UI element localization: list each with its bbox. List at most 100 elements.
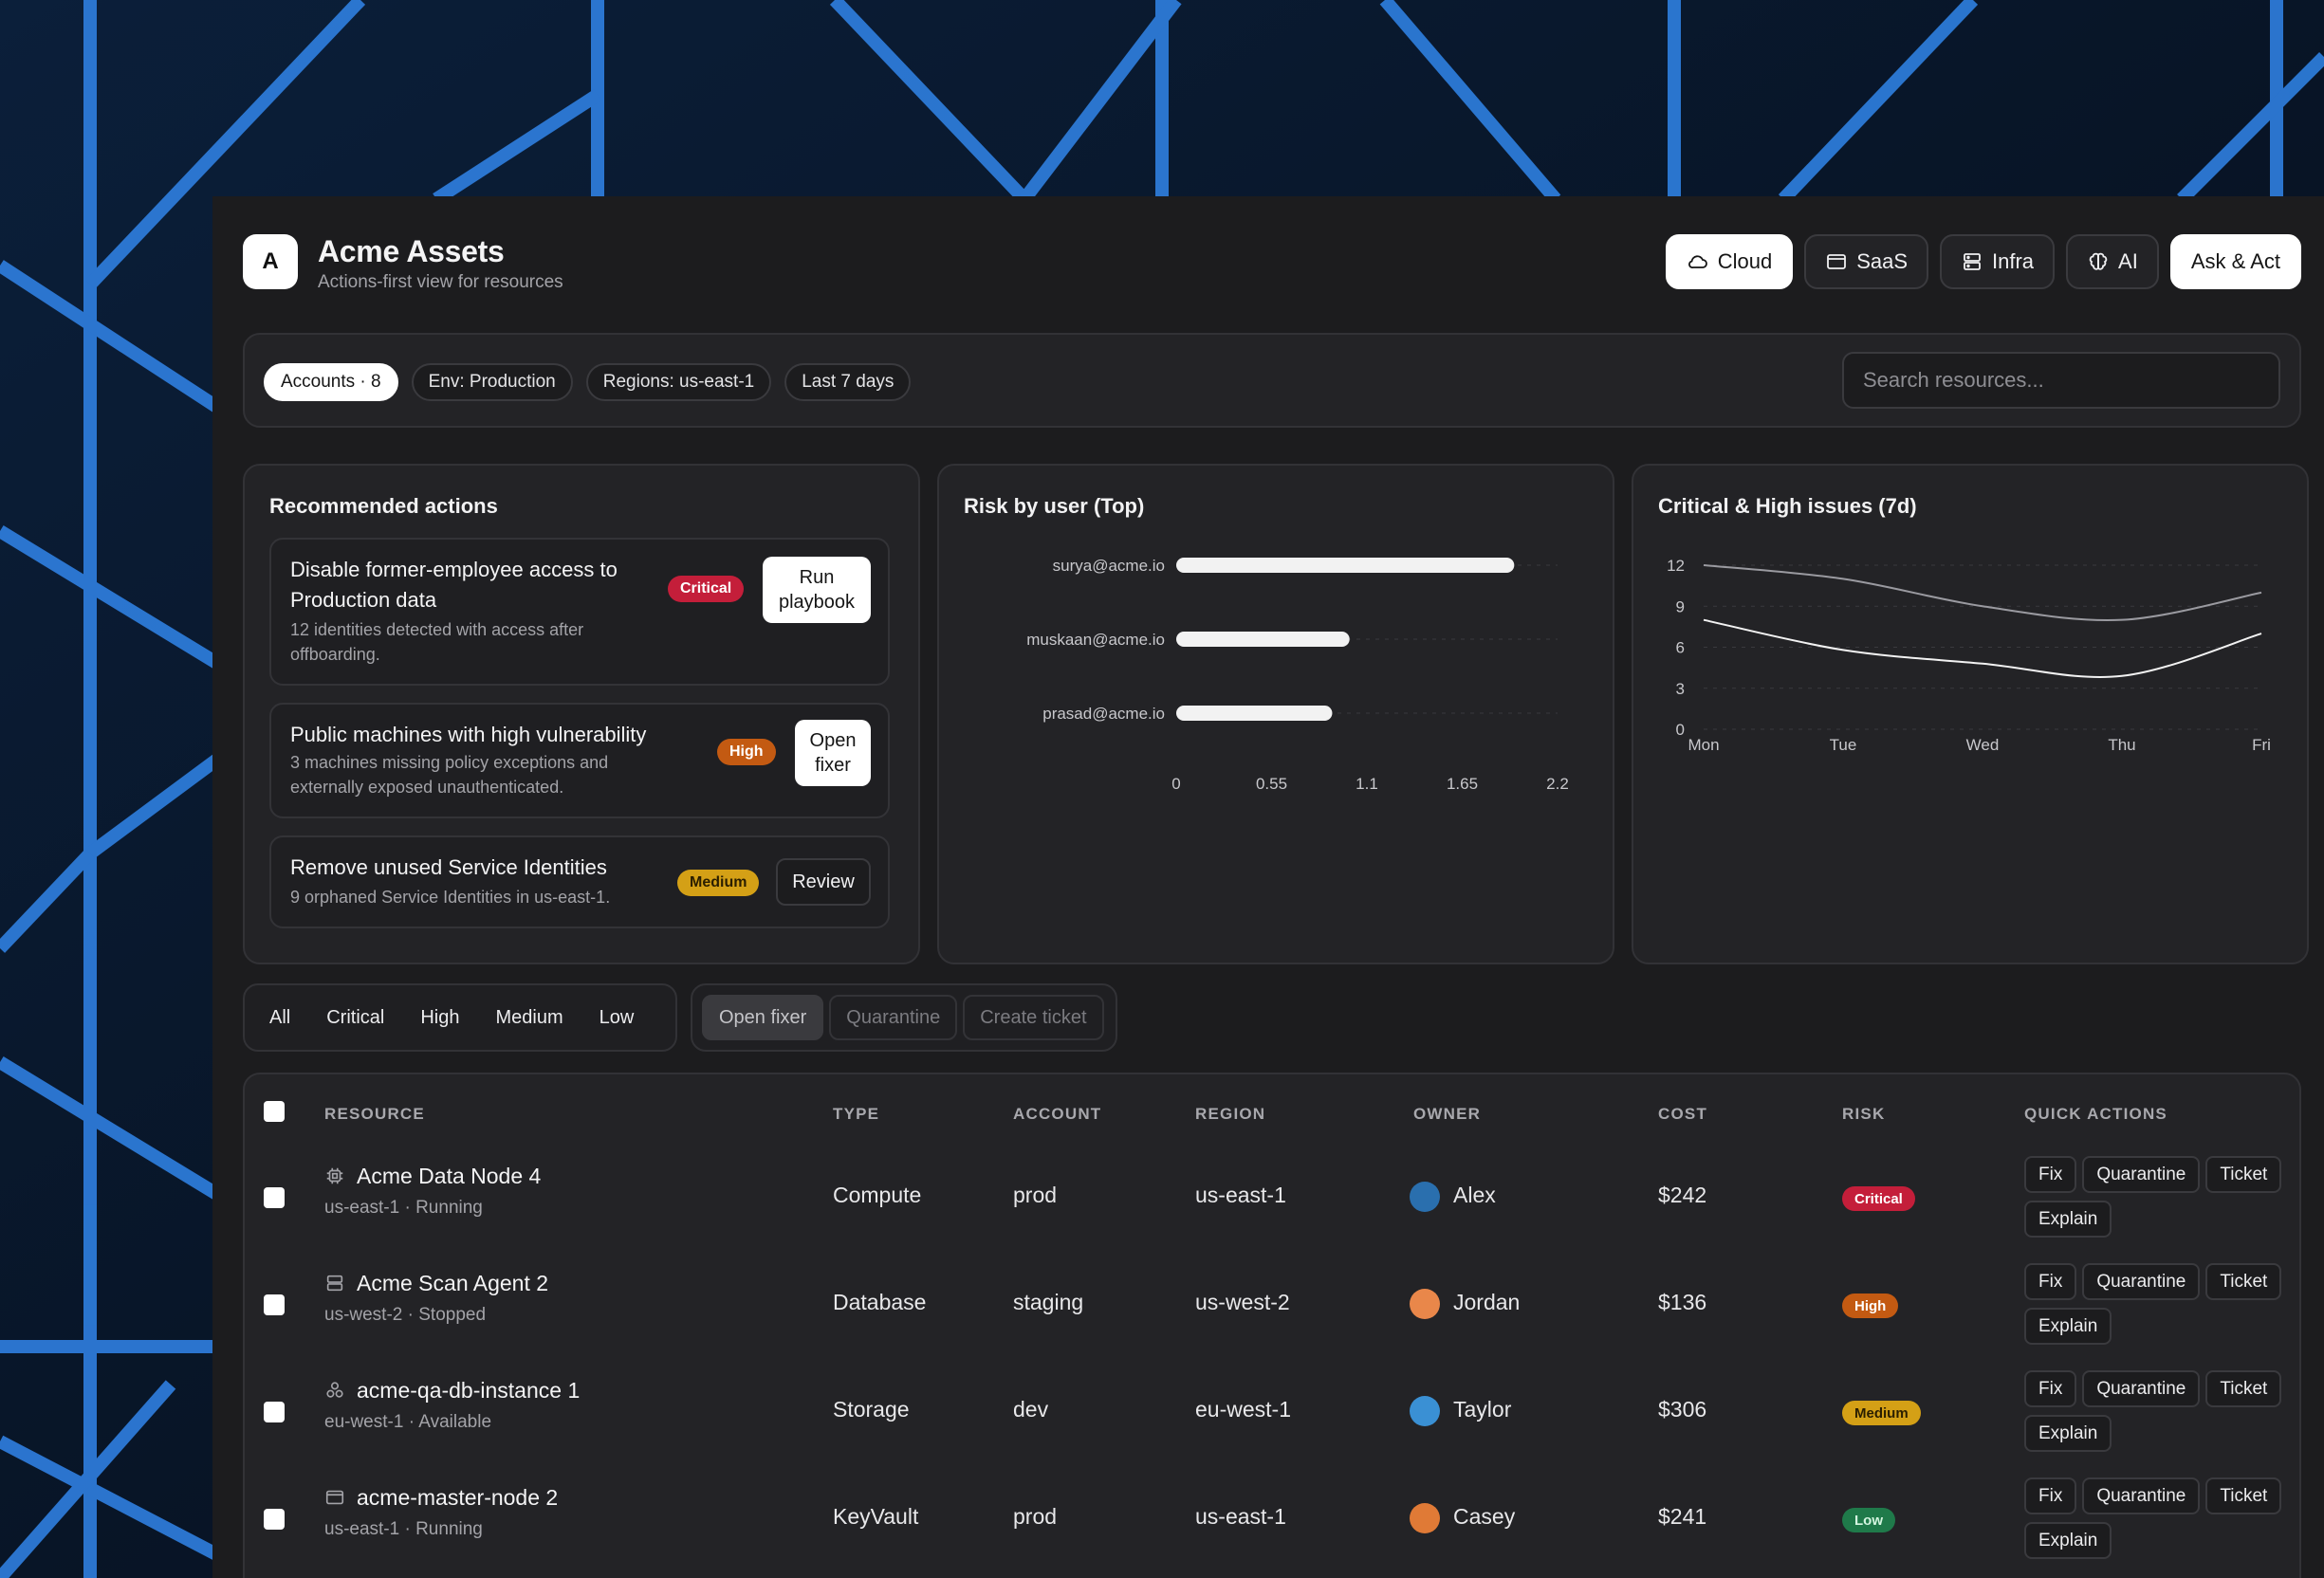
series-line-1 (1703, 564, 2262, 622)
infra-button[interactable]: Infra (1940, 234, 2056, 289)
ticket-button[interactable]: Ticket (2205, 1477, 2282, 1514)
region-cell: us-east-1 (1195, 1183, 1286, 1207)
explain-button[interactable]: Explain (2024, 1201, 2112, 1238)
account-cell: prod (1013, 1504, 1058, 1529)
cloud-button[interactable]: Cloud (1665, 234, 1794, 289)
column-header: RESOURCE (324, 1105, 425, 1123)
fix-button[interactable]: Fix (2024, 1263, 2077, 1300)
quick-actions: Fix Quarantine Ticket Explain (2024, 1370, 2299, 1452)
y-tick-label: 9 (1676, 597, 1685, 615)
cost-cell: $136 (1658, 1290, 1707, 1314)
bar[interactable] (1176, 632, 1350, 647)
bulk-actions: Open fixer Quarantine Create ticket (691, 983, 1117, 1052)
action-desc: 12 identities detected with access after… (290, 617, 583, 667)
bar-label: surya@acme.io (1053, 557, 1165, 575)
bulk-create-ticket-button[interactable]: Create ticket (963, 995, 1104, 1040)
risk-badge: Low (1842, 1508, 1895, 1532)
button-label-line: fixer (815, 755, 851, 776)
saas-button[interactable]: SaaS (1804, 234, 1929, 289)
fix-button[interactable]: Fix (2024, 1477, 2077, 1514)
review-button[interactable]: Review (776, 858, 871, 906)
server-icon (326, 1275, 343, 1292)
risk-badge: High (1842, 1294, 1899, 1318)
filter-all[interactable]: All (269, 1006, 291, 1028)
bulk-quarantine-button[interactable]: Quarantine (829, 995, 958, 1040)
resource-name[interactable]: acme-master-node 2 (357, 1485, 559, 1510)
table-row[interactable]: acme-master-node 2 us-east-1 · Running K… (245, 1468, 2299, 1575)
bulk-open-fixer-button[interactable]: Open fixer (702, 995, 824, 1040)
action-card-1: Disable former-employee access to Produc… (269, 538, 890, 686)
table-row[interactable]: acme-qa-db-instance 1 eu-west-1 · Availa… (245, 1361, 2299, 1468)
x-tick-label: 0 (1171, 775, 1180, 793)
row-checkbox[interactable] (264, 1402, 285, 1422)
bar[interactable] (1176, 706, 1333, 721)
window-icon (325, 1490, 344, 1505)
open-fixer-button[interactable]: Open fixer (795, 720, 871, 786)
quarantine-button[interactable]: Quarantine (2082, 1263, 2201, 1300)
run-playbook-button[interactable]: Run playbook (763, 557, 871, 623)
action-desc-line: 12 identities detected with access after (290, 620, 584, 639)
filter-critical[interactable]: Critical (326, 1006, 385, 1028)
ai-button[interactable]: AI (2066, 234, 2159, 289)
avatar (1410, 1182, 1440, 1212)
column-header: OWNER (1413, 1105, 1482, 1123)
type-cell: Storage (833, 1397, 910, 1422)
region-cell: us-west-2 (1195, 1290, 1290, 1314)
select-all-checkbox[interactable] (264, 1101, 285, 1122)
action-card-3: Remove unused Service Identities 9 orpha… (269, 835, 890, 928)
filter-medium[interactable]: Medium (495, 1006, 563, 1028)
x-tick-label: Wed (1966, 736, 2000, 754)
action-desc-line: offboarding. (290, 645, 380, 664)
chip-regions[interactable]: Regions: us-east-1 (585, 363, 772, 401)
chip-env[interactable]: Env: Production (411, 363, 573, 401)
explain-button[interactable]: Explain (2024, 1522, 2112, 1559)
bar[interactable] (1176, 558, 1515, 573)
search-input[interactable]: Search resources... (1842, 352, 2280, 409)
action-desc: 3 machines missing policy exceptions and… (290, 750, 608, 799)
table-row[interactable]: Acme Scan Agent 2 us-west-2 · Stopped Da… (245, 1254, 2299, 1361)
filter-low[interactable]: Low (599, 1006, 635, 1028)
row-checkbox[interactable] (264, 1187, 285, 1208)
ticket-button[interactable]: Ticket (2205, 1370, 2282, 1407)
ask-and-act-button[interactable]: Ask & Act (2169, 234, 2301, 289)
row-checkbox[interactable] (264, 1509, 285, 1530)
quarantine-button[interactable]: Quarantine (2082, 1477, 2201, 1514)
fix-button[interactable]: Fix (2024, 1370, 2077, 1407)
resource-meta: us-east-1 · Running (324, 1198, 483, 1218)
column-header: RISK (1842, 1105, 1886, 1123)
severity-badge: High (717, 739, 776, 765)
column-header: ACCOUNT (1013, 1105, 1102, 1123)
avatar (1410, 1289, 1440, 1319)
quick-actions: Fix Quarantine Ticket Explain (2024, 1156, 2299, 1238)
critical-high-panel: Critical & High issues (7d) 0 3 6 9 12 Mon Tue… (1632, 464, 2309, 964)
owner-cell: Jordan (1453, 1290, 1521, 1314)
quarantine-button[interactable]: Quarantine (2082, 1156, 2201, 1193)
x-tick-label: 1.1 (1356, 775, 1378, 793)
ticket-button[interactable]: Ticket (2205, 1156, 2282, 1193)
ticket-button[interactable]: Ticket (2205, 1263, 2282, 1300)
chip-accounts[interactable]: Accounts · 8 (264, 363, 398, 401)
fix-button[interactable]: Fix (2024, 1156, 2077, 1193)
filter-high[interactable]: High (420, 1006, 460, 1028)
table-row[interactable]: Acme Data Node 4 us-east-1 · Running Com… (245, 1147, 2299, 1254)
row-checkbox[interactable] (264, 1294, 285, 1315)
resource-name[interactable]: acme-qa-db-instance 1 (357, 1378, 581, 1403)
action-title: Public machines with high vulnerability (290, 723, 647, 746)
x-tick-label: Thu (2108, 736, 2135, 754)
x-tick-label: Fri (2252, 736, 2271, 754)
cost-cell: $241 (1658, 1504, 1707, 1529)
button-label-line: Open (809, 730, 857, 751)
quarantine-button[interactable]: Quarantine (2082, 1370, 2201, 1407)
column-header: TYPE (833, 1105, 880, 1123)
chip-timerange[interactable]: Last 7 days (784, 363, 912, 401)
explain-button[interactable]: Explain (2024, 1308, 2112, 1345)
saas-button-label: SaaS (1856, 249, 1909, 273)
explain-button[interactable]: Explain (2024, 1415, 2112, 1452)
risk-badge: Medium (1842, 1401, 1921, 1425)
resource-name[interactable]: Acme Scan Agent 2 (357, 1271, 549, 1295)
owner-cell: Taylor (1453, 1397, 1512, 1422)
filter-bar: Accounts · 8 Env: Production Regions: us… (243, 333, 2301, 428)
resource-name[interactable]: Acme Data Node 4 (357, 1164, 542, 1188)
severity-filter: All Critical High Medium Low (243, 983, 677, 1052)
owner-cell: Alex (1453, 1183, 1496, 1207)
